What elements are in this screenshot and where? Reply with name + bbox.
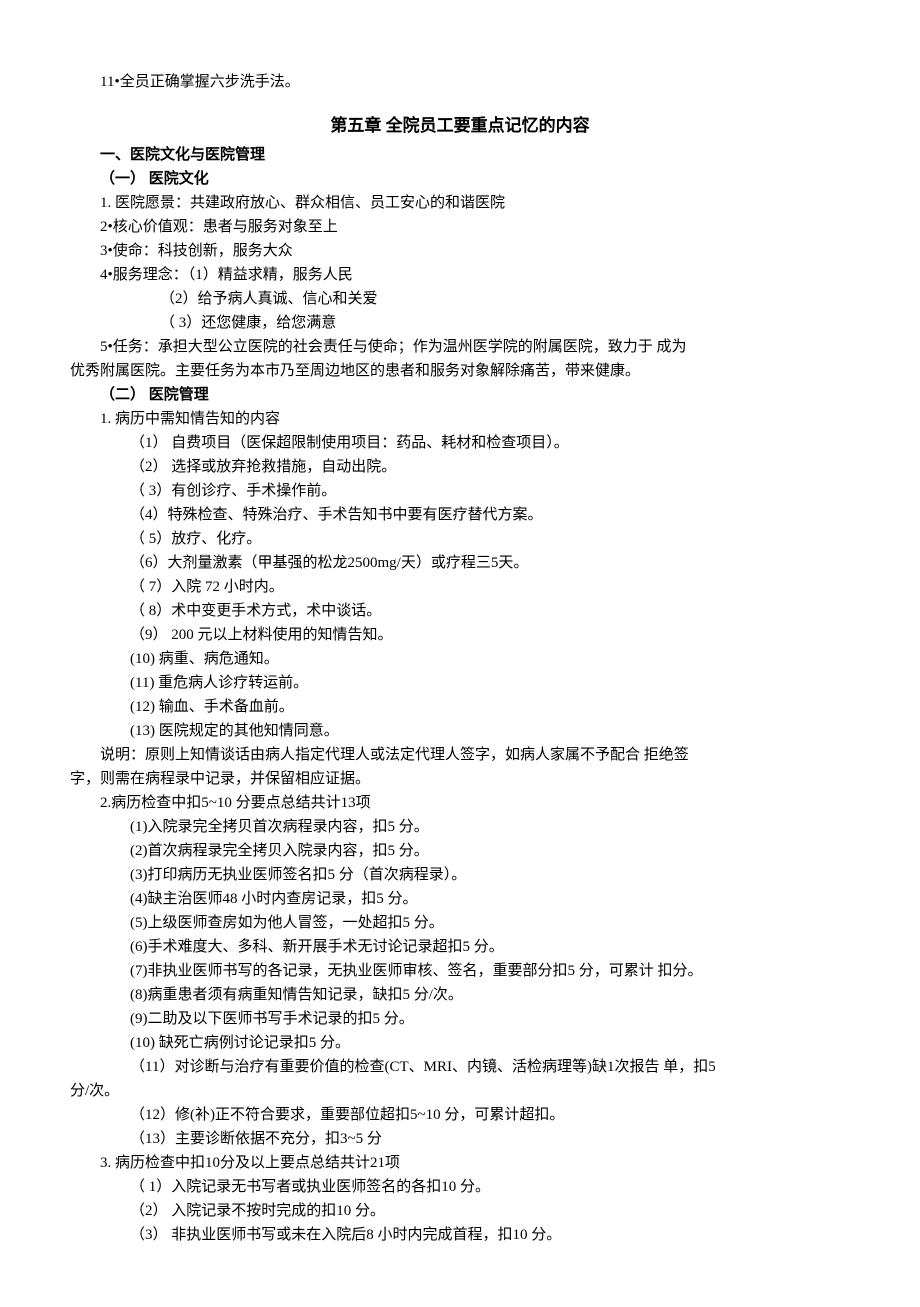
mgmt-item: （2） 入院记录不按时完成的扣10 分。 bbox=[70, 1199, 850, 1223]
mgmt-item: （ 3）有创诊疗、手术操作前。 bbox=[70, 479, 850, 503]
mgmt-item: (9)二助及以下医师书写手术记录的扣5 分。 bbox=[70, 1007, 850, 1031]
mgmt-heading: 3. 病历检查中扣10分及以上要点总结共计21项 bbox=[70, 1151, 850, 1175]
mgmt-item: (6)手术难度大、多科、新开展手术无讨论记录超扣5 分。 bbox=[70, 935, 850, 959]
document-page: 11•全员正确掌握六步洗手法。 第五章 全院员工要重点记忆的内容 一、医院文化与… bbox=[0, 0, 920, 1307]
mgmt-item-cont: 分/次。 bbox=[70, 1079, 850, 1103]
subheading-management: （二） 医院管理 bbox=[70, 383, 850, 407]
section-heading-culture-mgmt: 一、医院文化与医院管理 bbox=[70, 143, 850, 167]
mgmt-item: （11）对诊断与治疗有重要价值的检查(CT、MRI、内镜、活检病理等)缺1次报告… bbox=[70, 1055, 850, 1079]
mgmt-note: 说明：原则上知情谈话由病人指定代理人或法定代理人签字，如病人家属不予配合 拒绝签 bbox=[70, 743, 850, 767]
mgmt-item: (4)缺主治医师48 小时内查房记录，扣5 分。 bbox=[70, 887, 850, 911]
mgmt-item: (13) 医院规定的其他知情同意。 bbox=[70, 719, 850, 743]
mgmt-item: （12）修(补)正不符合要求，重要部位超扣5~10 分，可累计超扣。 bbox=[70, 1103, 850, 1127]
culture-item: 5•任务：承担大型公立医院的社会责任与使命；作为温州医学院的附属医院，致力于 成… bbox=[70, 335, 850, 359]
mgmt-item: （13）主要诊断依据不充分，扣3~5 分 bbox=[70, 1127, 850, 1151]
mgmt-item: （1） 自费项目（医保超限制使用项目：药品、耗材和检查项目）。 bbox=[70, 431, 850, 455]
mgmt-item: （4）特殊检查、特殊治疗、手术告知书中要有医疗替代方案。 bbox=[70, 503, 850, 527]
mgmt-heading: 2.病历检查中扣5~10 分要点总结共计13项 bbox=[70, 791, 850, 815]
mgmt-item: (7)非执业医师书写的各记录，无执业医师审核、签名，重要部分扣5 分，可累计 扣… bbox=[70, 959, 850, 983]
subheading-culture: （一） 医院文化 bbox=[70, 167, 850, 191]
mgmt-item: （3） 非执业医师书写或未在入院后8 小时内完成首程，扣10 分。 bbox=[70, 1223, 850, 1247]
mgmt-item: (2)首次病程录完全拷贝入院录内容，扣5 分。 bbox=[70, 839, 850, 863]
prior-chapter-line: 11•全员正确掌握六步洗手法。 bbox=[70, 70, 850, 94]
culture-item: 2•核心价值观：患者与服务对象至上 bbox=[70, 215, 850, 239]
mgmt-item: (12) 输血、手术备血前。 bbox=[70, 695, 850, 719]
mgmt-item: (1)入院录完全拷贝首次病程录内容，扣5 分。 bbox=[70, 815, 850, 839]
mgmt-item: (5)上级医师查房如为他人冒签，一处超扣5 分。 bbox=[70, 911, 850, 935]
mgmt-item: (10) 缺死亡病例讨论记录扣5 分。 bbox=[70, 1031, 850, 1055]
mgmt-item: （ 8）术中变更手术方式，术中谈话。 bbox=[70, 599, 850, 623]
culture-item-cont: 优秀附属医院。主要任务为本市乃至周边地区的患者和服务对象解除痛苦，带来健康。 bbox=[70, 359, 850, 383]
culture-item: 1. 医院愿景：共建政府放心、群众相信、员工安心的和谐医院 bbox=[70, 191, 850, 215]
mgmt-item: (8)病重患者须有病重知情告知记录，缺扣5 分/次。 bbox=[70, 983, 850, 1007]
culture-subitem: （ 3）还您健康，给您满意 bbox=[70, 311, 850, 335]
culture-subitem: （2）给予病人真诚、信心和关爱 bbox=[70, 287, 850, 311]
mgmt-item: (10) 病重、病危通知。 bbox=[70, 647, 850, 671]
mgmt-heading: 1. 病历中需知情告知的内容 bbox=[70, 407, 850, 431]
chapter-title: 第五章 全院员工要重点记忆的内容 bbox=[70, 112, 850, 139]
mgmt-item: (3)打印病历无执业医师签名扣5 分（首次病程录）。 bbox=[70, 863, 850, 887]
mgmt-item: （ 7）入院 72 小时内。 bbox=[70, 575, 850, 599]
mgmt-item: （ 5）放疗、化疗。 bbox=[70, 527, 850, 551]
mgmt-note-cont: 字，则需在病程录中记录，并保留相应证据。 bbox=[70, 767, 850, 791]
mgmt-item: （9） 200 元以上材料使用的知情告知。 bbox=[70, 623, 850, 647]
culture-item: 4•服务理念：（1）精益求精，服务人民 bbox=[70, 263, 850, 287]
mgmt-item: （6）大剂量激素（甲基强的松龙2500mg/天）或疗程三5天。 bbox=[70, 551, 850, 575]
mgmt-item: （2） 选择或放弃抢救措施，自动出院。 bbox=[70, 455, 850, 479]
mgmt-item: (11) 重危病人诊疗转运前。 bbox=[70, 671, 850, 695]
mgmt-item: （ 1）入院记录无书写者或执业医师签名的各扣10 分。 bbox=[70, 1175, 850, 1199]
culture-item: 3•使命：科技创新，服务大众 bbox=[70, 239, 850, 263]
